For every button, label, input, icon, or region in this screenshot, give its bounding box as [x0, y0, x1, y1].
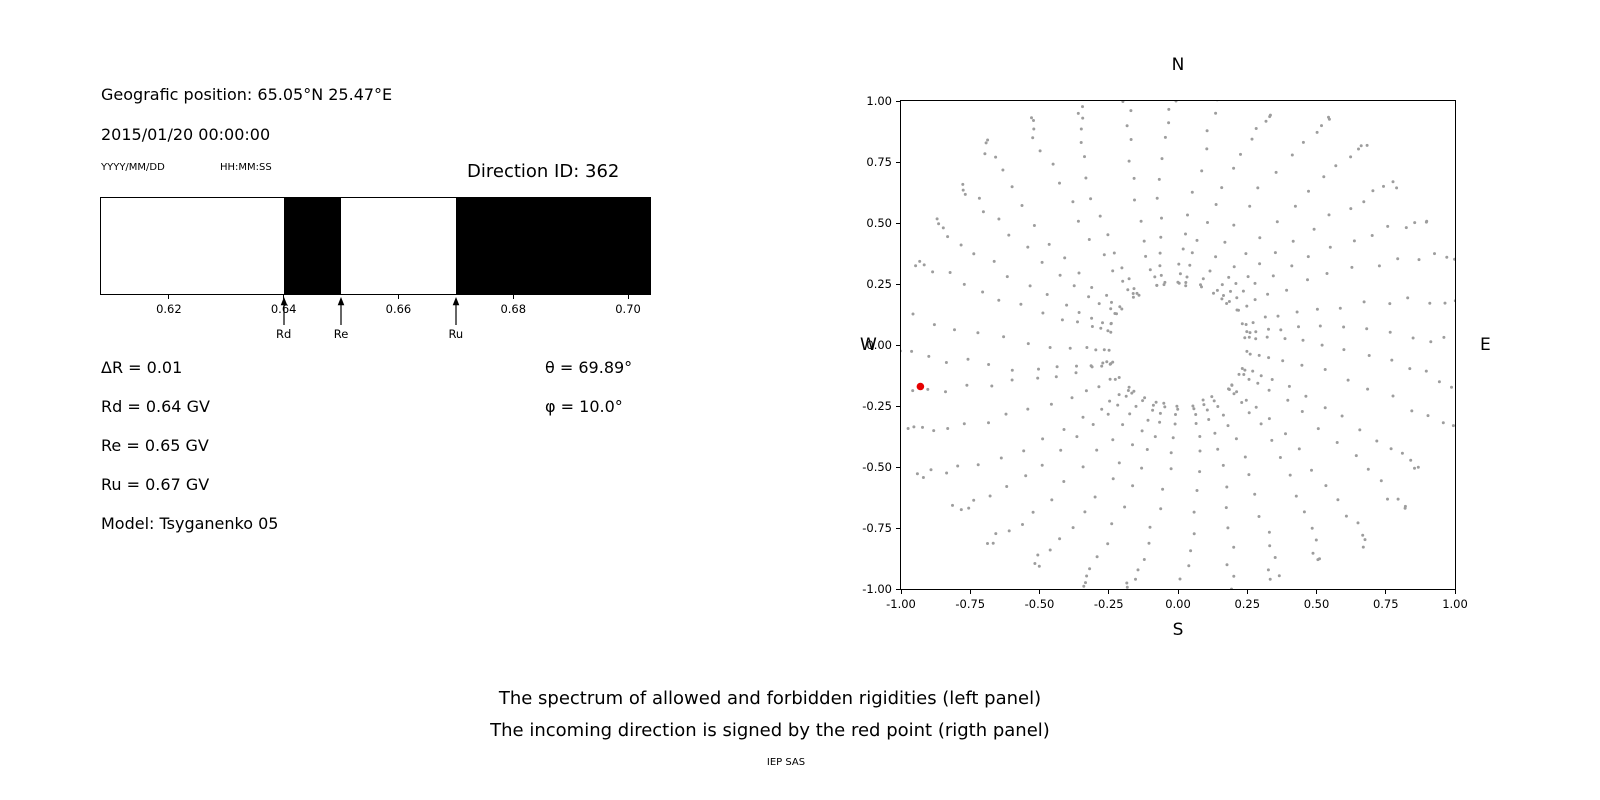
map-x-tick-mark [969, 590, 971, 594]
map-y-tick-label: -0.50 [862, 460, 892, 474]
map-x-tick-label: -0.75 [955, 597, 986, 611]
map-y-tick-label: -0.25 [862, 399, 892, 413]
cutoff-marker-label: Ru [448, 327, 464, 341]
map-y-tick-label: 0.50 [866, 216, 892, 230]
compass-west-label: W [860, 335, 877, 355]
map-y-tick-label: 1.00 [866, 94, 892, 108]
map-y-tick-label: 0.25 [866, 277, 892, 291]
incoming-direction-point [916, 382, 925, 391]
theta-value-label: θ = 69.89° [545, 358, 633, 377]
direction-map-panel: N S W E -1.00 -0.75 -0.50 -0.25 0.00 0.25 0.50… [858, 55, 1558, 665]
spectrum-x-tick-mark [397, 295, 399, 299]
spectrum-x-axis: 0.62 0.64 0.66 0.68 0.70 Rd Re Ru [100, 295, 651, 355]
cutoff-marker-ru: Ru [444, 297, 468, 341]
map-x-tick-label: 0.25 [1234, 597, 1261, 611]
map-x-tick-label: -0.50 [1024, 597, 1055, 611]
map-y-tick-label: 0.75 [866, 155, 892, 169]
time-format-label: HH:MM:SS [220, 162, 272, 173]
compass-north-label: N [1171, 55, 1185, 75]
cutoff-marker-label: Rd [276, 327, 292, 341]
map-x-tick-label: 0.50 [1303, 597, 1330, 611]
map-x-tick-label: 0.00 [1165, 597, 1191, 611]
direction-map-plot [900, 100, 1456, 590]
forbidden-rigidity-band [455, 198, 650, 294]
asymptotic-direction-dots [901, 101, 1455, 589]
spectrum-x-tick-label: 0.70 [615, 302, 641, 316]
map-x-tick-mark [1385, 590, 1387, 594]
map-y-tick-label: -0.75 [862, 521, 892, 535]
spectrum-x-tick-label: 0.66 [385, 302, 412, 316]
geographic-position-label: Geografic position: 65.05°N 25.47°E [101, 85, 393, 104]
up-arrow-icon [337, 297, 345, 325]
datetime-label: 2015/01/20 00:00:00 [101, 125, 271, 144]
re-value-label: Re = 0.65 GV [101, 436, 209, 455]
map-x-tick-mark [1108, 590, 1110, 594]
map-x-tick-mark [1316, 590, 1317, 594]
caption-line-1: The spectrum of allowed and forbidden ri… [498, 688, 1042, 709]
up-arrow-icon [452, 297, 460, 325]
cutoff-marker-rd: Rd [272, 297, 296, 341]
map-x-tick-label: 1.00 [1442, 597, 1468, 611]
map-x-tick-mark [1177, 590, 1179, 594]
map-x-tick-mark [1454, 590, 1456, 594]
model-label: Model: Tsyganenko 05 [101, 514, 279, 533]
map-x-tick-mark [1039, 590, 1040, 594]
map-x-tick-label: -0.25 [1093, 597, 1124, 611]
spectrum-x-tick-mark [512, 295, 514, 299]
spectrum-x-tick-label: 0.68 [500, 302, 527, 316]
ru-value-label: Ru = 0.67 GV [101, 475, 210, 494]
forbidden-rigidity-band [284, 198, 342, 294]
map-x-tick-mark [900, 590, 902, 594]
delta-r-value-label: ΔR = 0.01 [101, 358, 183, 377]
map-x-tick-label: -1.00 [886, 597, 916, 611]
spectrum-x-tick-mark [627, 295, 629, 299]
map-y-tick-label: -1.00 [862, 582, 892, 596]
caption-line-2: The incoming direction is signed by the … [490, 720, 1050, 741]
compass-south-label: S [1172, 620, 1184, 640]
spectrum-x-tick-mark [168, 295, 170, 299]
date-format-label: YYYY/MM/DD [101, 162, 165, 173]
rd-value-label: Rd = 0.64 GV [101, 397, 210, 416]
direction-id-label: Direction ID: 362 [467, 161, 620, 182]
asymptotic-directions-scatter [901, 101, 1455, 589]
cutoff-marker-label: Re [333, 327, 349, 341]
footer-credit: IEP SAS [766, 757, 806, 768]
compass-east-label: E [1480, 335, 1491, 355]
map-x-tick-mark [1246, 590, 1248, 594]
phi-value-label: φ = 10.0° [545, 397, 623, 416]
rigidity-spectrum-plot [100, 197, 651, 295]
up-arrow-icon [280, 297, 287, 325]
map-x-tick-label: 0.75 [1372, 597, 1399, 611]
cutoff-marker-re: Re [329, 297, 353, 341]
spectrum-x-tick-label: 0.62 [156, 302, 182, 316]
